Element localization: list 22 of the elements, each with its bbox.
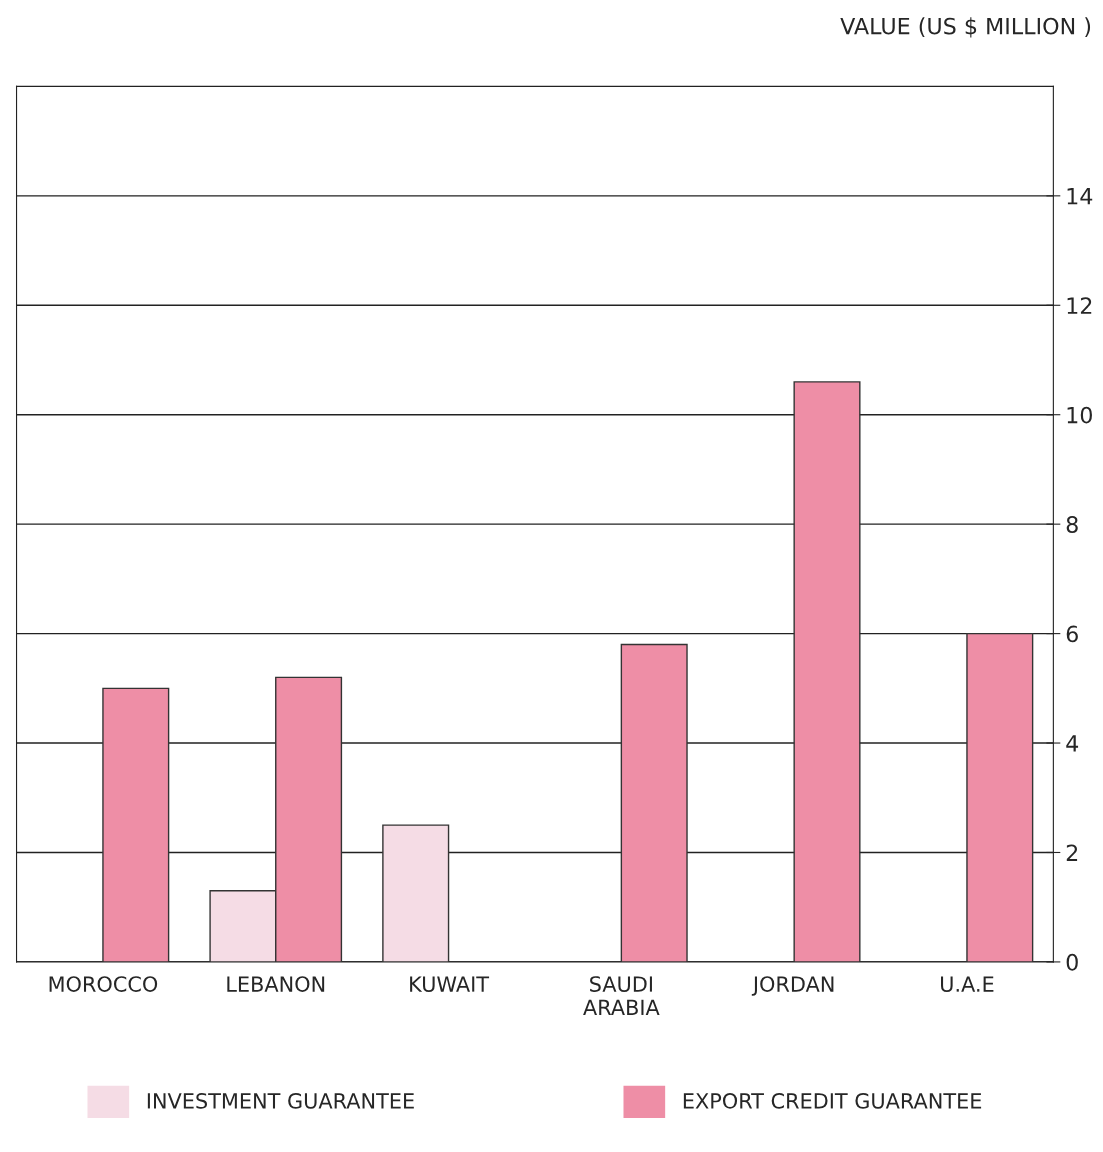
y-tick-label: 8 [1066,516,1078,533]
x-tick-label: U.A.E [941,976,994,992]
x-tick-label: LEBANON [227,976,325,992]
y-axis-title: VALUE (US $ MILLION ) [840,17,1091,38]
y-tick-label: 2 [1066,844,1078,861]
x-tick-label: SAUDI ARABIA [583,976,660,1015]
bar [966,632,1034,962]
y-tick-label: 10 [1067,406,1092,424]
x-tick-label: MOROCCO [49,976,158,992]
y-tick-label: 0 [1066,953,1078,971]
bar [102,687,170,962]
bar [620,643,688,962]
bar [382,824,450,962]
y-tick-label: 12 [1067,297,1092,314]
bar [793,381,861,962]
y-tick-label: 14 [1067,188,1093,205]
legend-label: INVESTMENT GUARANTEE [147,1092,414,1109]
legend-label: EXPORT CREDIT GUARANTEE [683,1092,982,1109]
y-tick-label: 6 [1066,625,1078,643]
x-tick-label: JORDAN [751,976,834,996]
y-tick-label: 4 [1066,735,1079,752]
x-tick-label: KUWAIT [410,976,490,992]
